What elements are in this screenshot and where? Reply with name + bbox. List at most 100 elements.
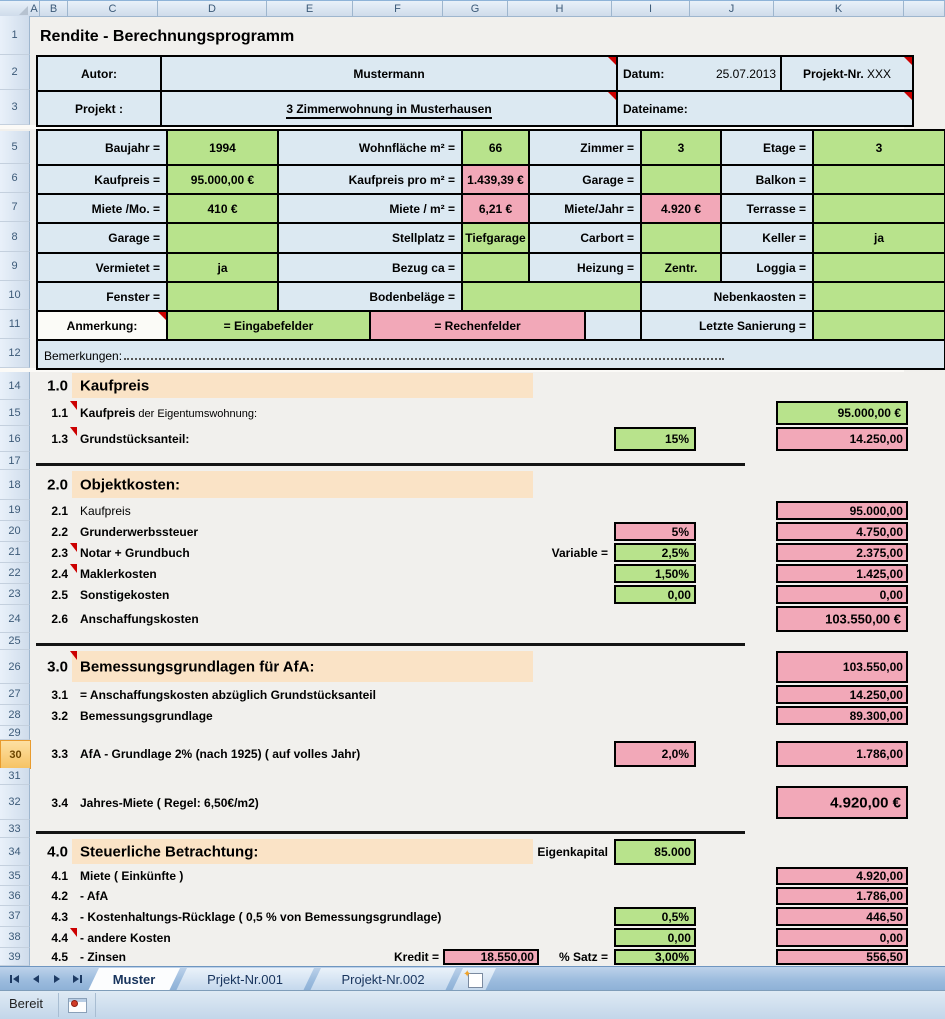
value-box[interactable]: 2.375,00 € [776,543,908,562]
row-header-8[interactable]: 8 [0,222,30,252]
row-header-18[interactable]: 18 [0,470,30,500]
grid-cell-input[interactable] [812,310,945,341]
row-header-10[interactable]: 10 [0,281,30,310]
column-header-G[interactable]: G [443,1,508,17]
percent-box[interactable]: 0,00 € [614,928,696,947]
select-all-corner[interactable] [0,1,30,17]
row-header-31[interactable]: 31 [0,768,30,785]
value-box[interactable]: 89.300,00 € [776,706,908,725]
next-sheet-button[interactable] [48,970,65,987]
projektnr-cell[interactable]: Projekt-Nr. XXX [780,55,914,92]
grid-cell-input[interactable] [812,164,945,195]
row-header-9[interactable]: 9 [0,252,30,281]
percent-box[interactable]: 0,5% [614,907,696,926]
row-header-24[interactable]: 24 [0,605,30,633]
column-header-J[interactable]: J [690,1,774,17]
row-header-19[interactable]: 19 [0,500,30,521]
value-box[interactable]: 95.000,00 € [776,501,908,520]
grid-cell-input[interactable] [461,281,642,312]
autor-value-cell[interactable]: Mustermann [160,55,618,92]
row-header-25[interactable]: 25 [0,633,30,650]
column-header-B[interactable]: B [40,1,68,17]
sheet-tab-prjekt-nr-001[interactable]: Prjekt-Nr.001 [176,968,314,991]
value-box[interactable]: 0,00 € [776,928,908,947]
row-header-15[interactable]: 15 [0,400,30,426]
column-header-K[interactable]: K [774,1,904,17]
row-header-1[interactable]: 1 [0,16,30,55]
percent-box[interactable]: 15% [614,427,696,451]
row-header-21[interactable]: 21 [0,542,30,563]
grid-cell-input[interactable]: 95.000,00 € [166,164,279,195]
row-header-38[interactable]: 38 [0,927,30,948]
percent-box[interactable]: 2,5% [614,543,696,562]
value-box[interactable]: 95.000,00 € [776,401,908,425]
row-header-37[interactable]: 37 [0,906,30,927]
value-box[interactable]: 103.550,00 € [776,651,908,683]
grid-cell-input[interactable]: 410 € [166,193,279,224]
row-header-6[interactable]: 6 [0,164,30,193]
value-box[interactable]: 446,50 € [776,907,908,926]
row-header-3[interactable]: 3 [0,90,30,125]
column-header-F[interactable]: F [353,1,443,17]
column-header-H[interactable]: H [508,1,612,17]
grid-cell-input[interactable]: = Eingabefelder [166,310,371,341]
grid-cell-input[interactable] [640,222,722,254]
row-header-2[interactable]: 2 [0,55,30,90]
value-box[interactable]: 556,50 € [776,949,908,965]
percent-box[interactable]: 85.000 € [614,839,696,865]
grid-cell-calc[interactable]: 6,21 € [461,193,530,224]
percent-box[interactable]: 5% [614,522,696,541]
dateiname-cell[interactable]: Dateiname: [616,90,914,127]
value-box[interactable]: 14.250,00 € [776,685,908,704]
column-header-D[interactable]: D [158,1,267,17]
macro-record-icon[interactable] [68,998,87,1013]
value-box[interactable]: 0,00 € [776,585,908,604]
row-header-36[interactable]: 36 [0,886,30,906]
previous-sheet-button[interactable] [27,970,44,987]
column-header-E[interactable]: E [267,1,353,17]
row-header-35[interactable]: 35 [0,866,30,886]
insert-worksheet-tab[interactable]: ✦ [452,968,496,991]
sheet-tab-projekt-nr-002[interactable]: Projekt-Nr.002 [310,968,456,991]
row-header-12[interactable]: 12 [0,339,30,368]
column-header-A[interactable]: A [29,1,40,17]
grid-cell-input[interactable] [166,222,279,254]
grid-cell-input[interactable] [812,281,945,312]
value-box[interactable]: 4.920,00 € [776,867,908,885]
row-header-26[interactable]: 26 [0,650,30,684]
row-header-28[interactable]: 28 [0,705,30,726]
column-header-I[interactable]: I [612,1,690,17]
kredit-box[interactable]: 18.550,00 € [443,949,539,965]
row-header-22[interactable]: 22 [0,563,30,584]
value-box[interactable]: 103.550,00 € [776,606,908,632]
row-header-23[interactable]: 23 [0,584,30,605]
grid-cell-input[interactable]: 3 [640,129,722,166]
row-header-14[interactable]: 14 [0,372,30,400]
row-header-16[interactable]: 16 [0,426,30,452]
row-header-33[interactable]: 33 [0,820,30,838]
percent-box[interactable]: 2,0% [614,741,696,767]
grid-cell-input[interactable] [166,281,279,312]
row-header-34[interactable]: 34 [0,838,30,866]
value-box[interactable]: 1.786,00 € [776,741,908,767]
grid-cell-input[interactable] [640,164,722,195]
percent-box[interactable]: 0,00 € [614,585,696,604]
grid-cell-input[interactable]: 1994 [166,129,279,166]
grid-cell-calc[interactable]: 4.920 € [640,193,722,224]
value-box[interactable]: 1.786,00 € [776,887,908,905]
grid-cell-calc[interactable]: 1.439,39 € [461,164,530,195]
row-header-29[interactable]: 29 [0,726,30,740]
sheet-tab-muster[interactable]: Muster [88,968,180,991]
percent-box[interactable]: 3,00% [614,949,696,965]
grid-cell-input[interactable]: Zentr. [640,252,722,283]
row-header-27[interactable]: 27 [0,684,30,705]
datum-cell[interactable]: Datum: 25.07.2013 [616,55,782,92]
last-sheet-button[interactable] [69,970,86,987]
grid-cell-input[interactable] [812,193,945,224]
percent-box[interactable]: 1,50% [614,564,696,583]
row-header-39[interactable]: 39 [0,948,30,966]
grid-cell-input[interactable]: 3 [812,129,945,166]
first-sheet-button[interactable] [6,970,23,987]
row-header-20[interactable]: 20 [0,521,30,542]
grid-cell-input[interactable]: 66 [461,129,530,166]
